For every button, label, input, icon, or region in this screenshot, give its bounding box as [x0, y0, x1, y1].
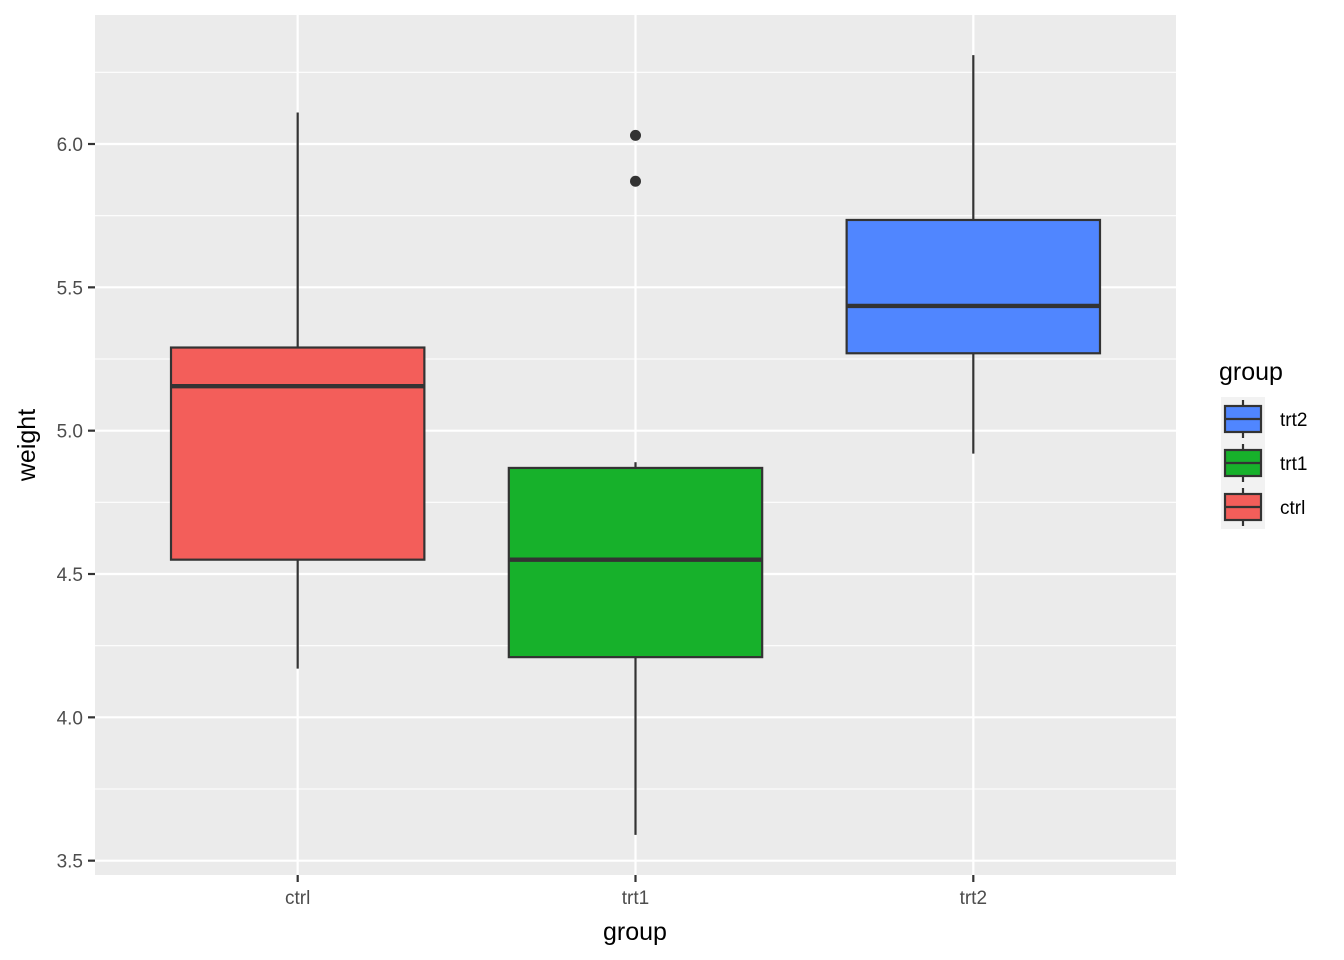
- y-tick-label: 4.5: [57, 565, 83, 586]
- legend: group trt2 trt1 ctrl: [1219, 358, 1307, 529]
- legend-item-trt1: trt1: [1221, 441, 1307, 485]
- outlier-point: [630, 175, 641, 187]
- legend-item-trt2: trt2: [1221, 397, 1307, 441]
- box-iqr: [845, 218, 1102, 355]
- x-tick-label: trt1: [622, 888, 649, 909]
- box-ctrl: [169, 112, 426, 669]
- x-tick-label: trt2: [960, 888, 987, 909]
- y-tick-label: 3.5: [57, 852, 83, 873]
- legend-label: trt1: [1280, 454, 1307, 475]
- y-axis: 3.5 4.0 4.5 5.0 5.5 6.0: [57, 135, 95, 873]
- outlier-point: [630, 129, 641, 141]
- legend-item-ctrl: ctrl: [1221, 485, 1305, 529]
- box-trt2: [845, 55, 1102, 454]
- y-tick-label: 5.5: [57, 278, 83, 299]
- legend-label: ctrl: [1280, 498, 1305, 519]
- y-tick-label: 6.0: [57, 135, 83, 156]
- y-axis-title: weight: [13, 409, 41, 482]
- x-axis: ctrl trt1 trt2: [285, 875, 987, 909]
- legend-title: group: [1219, 358, 1283, 386]
- x-tick-label: ctrl: [285, 888, 310, 909]
- box-iqr: [169, 346, 426, 561]
- y-tick-label: 4.0: [57, 708, 83, 729]
- boxes: [169, 55, 1102, 835]
- x-axis-title: group: [603, 918, 667, 946]
- box-iqr: [507, 466, 764, 659]
- legend-label: trt2: [1280, 410, 1307, 431]
- box-trt1: [507, 129, 764, 835]
- y-tick-label: 5.0: [57, 422, 83, 443]
